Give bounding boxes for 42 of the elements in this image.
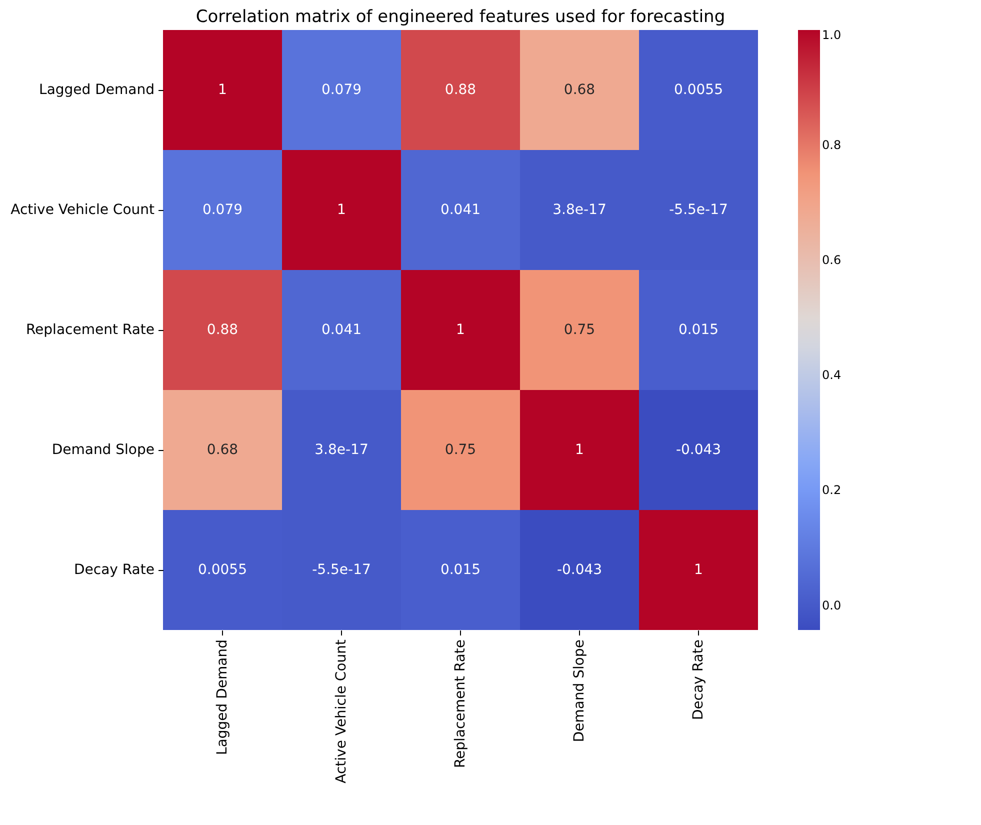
data-label: -5.5e-17 (312, 562, 371, 578)
data-label: -0.043 (556, 562, 602, 578)
data-label: 0.75 (444, 442, 476, 458)
data-label: -0.043 (676, 442, 722, 458)
data-label: 3.8e-17 (314, 442, 368, 458)
data-label: 1 (337, 202, 346, 218)
data-label: 0.015 (440, 562, 481, 578)
chart-title: Correlation matrix of engineered features used for forecasting (196, 7, 726, 27)
color-bar-label: 0.8 (822, 138, 842, 152)
data-label: 1 (694, 562, 703, 578)
data-label: 0.88 (444, 82, 476, 98)
y-tick-label: Replacement Rate (26, 322, 154, 338)
data-label: 3.8e-17 (552, 202, 606, 218)
x-tick-label: Decay Rate (690, 640, 706, 720)
color-bar-label: 1.0 (822, 28, 842, 42)
y-tick-label: Demand Slope (52, 442, 154, 458)
data-label: 1 (456, 322, 465, 338)
data-label: 0.75 (564, 322, 596, 338)
x-tick-label: Lagged Demand (214, 640, 230, 755)
data-label: 0.041 (440, 202, 481, 218)
color-bar-label: 0.2 (822, 483, 842, 498)
data-label: 0.88 (206, 322, 238, 338)
data-label: 0.68 (206, 442, 238, 458)
y-tick-label: Active Vehicle Count (10, 202, 155, 218)
data-label: 0.68 (564, 82, 596, 98)
color-bar-label: 0.0 (822, 598, 842, 612)
color-bar-label: 0.4 (822, 368, 842, 382)
data-label: 0.079 (321, 82, 362, 98)
data-label: 0.041 (321, 322, 362, 338)
data-label: 0.0055 (674, 82, 723, 98)
x-tick-label: Active Vehicle Count (334, 639, 350, 784)
x-tick-label: Demand Slope (572, 640, 588, 742)
x-tick-label: Replacement Rate (452, 640, 468, 768)
color-bar-label: 0.6 (822, 253, 842, 268)
data-label: 1 (218, 82, 227, 98)
y-tick-label: Lagged Demand (39, 82, 154, 98)
data-label: 0.015 (678, 322, 719, 338)
data-label: -5.5e-17 (669, 202, 728, 218)
data-label: 1 (575, 442, 584, 458)
y-tick-label: Decay Rate (74, 562, 154, 578)
data-label: 0.0055 (198, 562, 247, 578)
data-label: 0.079 (202, 202, 243, 218)
